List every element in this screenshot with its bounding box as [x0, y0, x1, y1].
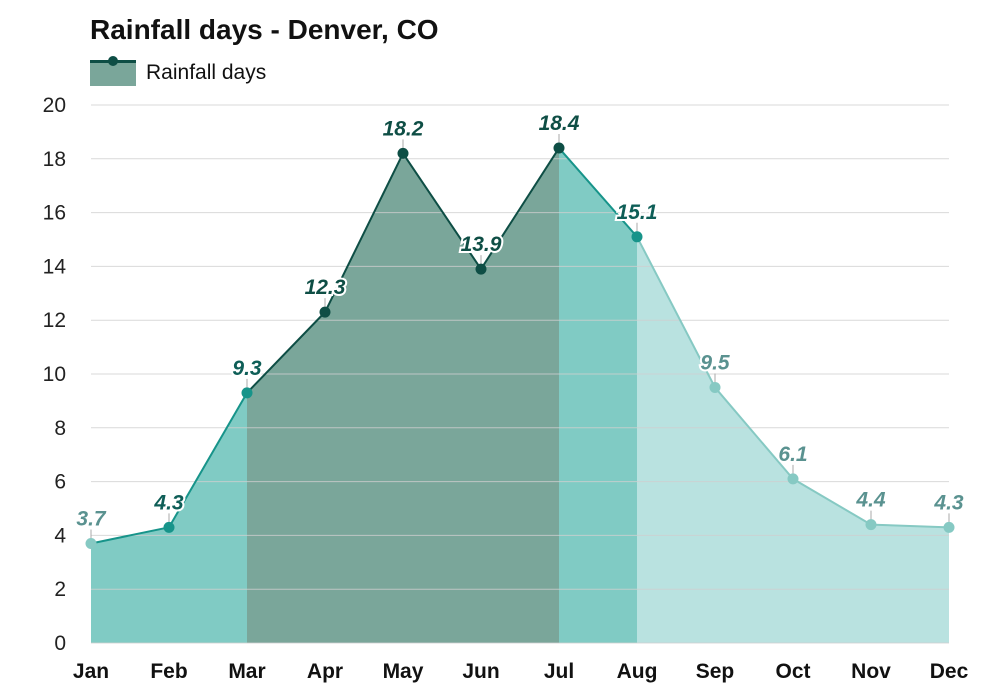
area-segment-mar: [169, 392, 247, 643]
series-line-segment-8: [636, 236, 716, 388]
data-point-jan: [85, 537, 97, 549]
area-segment-dec: [871, 524, 949, 643]
chart-title: Rainfall days - Denver, CO: [90, 14, 439, 45]
y-tick-label-12: 12: [43, 309, 66, 332]
area-segment-jul: [481, 148, 559, 644]
area-segment-oct: [715, 387, 793, 643]
x-tick-label-jan: Jan: [73, 660, 109, 683]
legend: Rainfall days: [90, 56, 267, 86]
legend-swatch-icon: [90, 56, 136, 86]
series-line-segment-1: [90, 526, 170, 545]
x-tick-label-oct: Oct: [775, 660, 810, 683]
y-tick-label-4: 4: [54, 524, 66, 547]
data-point-feb: [163, 521, 175, 533]
y-tick-label-18: 18: [43, 148, 66, 171]
data-label-oct: 6.1: [778, 443, 807, 466]
x-tick-label-aug: Aug: [617, 660, 658, 683]
series-line-segment-6: [480, 147, 560, 270]
series-line-segment-7: [558, 147, 638, 238]
series-line-segment-9: [714, 386, 794, 480]
series-line-segment-10: [792, 478, 872, 526]
x-tick-label-dec: Dec: [930, 660, 969, 683]
data-label-jul: 18.4: [539, 112, 580, 135]
data-point-mar: [241, 387, 253, 399]
data-label-feb: 4.3: [153, 491, 184, 514]
y-tick-label-8: 8: [54, 417, 66, 440]
x-tick-label-mar: Mar: [228, 660, 265, 683]
x-tick-label-apr: Apr: [307, 660, 343, 683]
area-segment-nov: [793, 478, 871, 643]
data-label-mar: 9.3: [232, 357, 262, 380]
y-tick-label-16: 16: [43, 202, 66, 225]
data-point-apr: [319, 306, 331, 318]
data-point-oct: [787, 473, 799, 485]
data-label-sep: 9.5: [700, 351, 730, 374]
area-segment-feb: [91, 527, 169, 643]
legend-label: Rainfall days: [146, 61, 267, 84]
series-line-segment-4: [324, 152, 404, 313]
x-tick-label-may: May: [383, 660, 424, 683]
data-label-dec: 4.3: [933, 491, 964, 514]
area-segment-may: [325, 153, 403, 644]
data-point-sep: [709, 381, 721, 393]
data-point-jun: [475, 263, 487, 275]
area-segment-aug: [559, 148, 637, 644]
data-label-aug: 15.1: [617, 201, 658, 224]
data-point-dec: [943, 521, 955, 533]
data-point-jul: [553, 142, 565, 154]
data-label-nov: 4.4: [855, 489, 886, 512]
data-label-jan: 3.7: [76, 507, 107, 530]
area-segment-apr: [247, 312, 325, 643]
y-tick-label-0: 0: [54, 632, 66, 655]
y-tick-label-2: 2: [54, 578, 66, 601]
x-tick-label-jun: Jun: [462, 660, 499, 683]
area-segment-jun: [403, 153, 481, 644]
data-point-nov: [865, 519, 877, 531]
y-tick-label-20: 20: [43, 94, 66, 117]
series-line-segment-5: [402, 152, 482, 270]
series-line-segment-2: [168, 392, 248, 528]
y-tick-label-6: 6: [54, 471, 66, 494]
data-point-aug: [631, 231, 643, 243]
data-label-may: 18.2: [383, 117, 424, 140]
data-label-apr: 12.3: [305, 276, 346, 299]
x-tick-label-jul: Jul: [544, 660, 574, 683]
series-line-segment-3: [246, 311, 326, 394]
x-tick-label-feb: Feb: [150, 660, 187, 683]
y-tick-label-14: 14: [43, 255, 67, 278]
data-point-may: [397, 147, 409, 159]
x-tick-label-nov: Nov: [851, 660, 891, 683]
area-segment-sep: [637, 236, 715, 643]
y-tick-label-10: 10: [43, 363, 66, 386]
x-tick-label-sep: Sep: [696, 660, 735, 683]
data-label-jun: 13.9: [461, 233, 502, 256]
series-line-segment-11: [870, 523, 950, 529]
